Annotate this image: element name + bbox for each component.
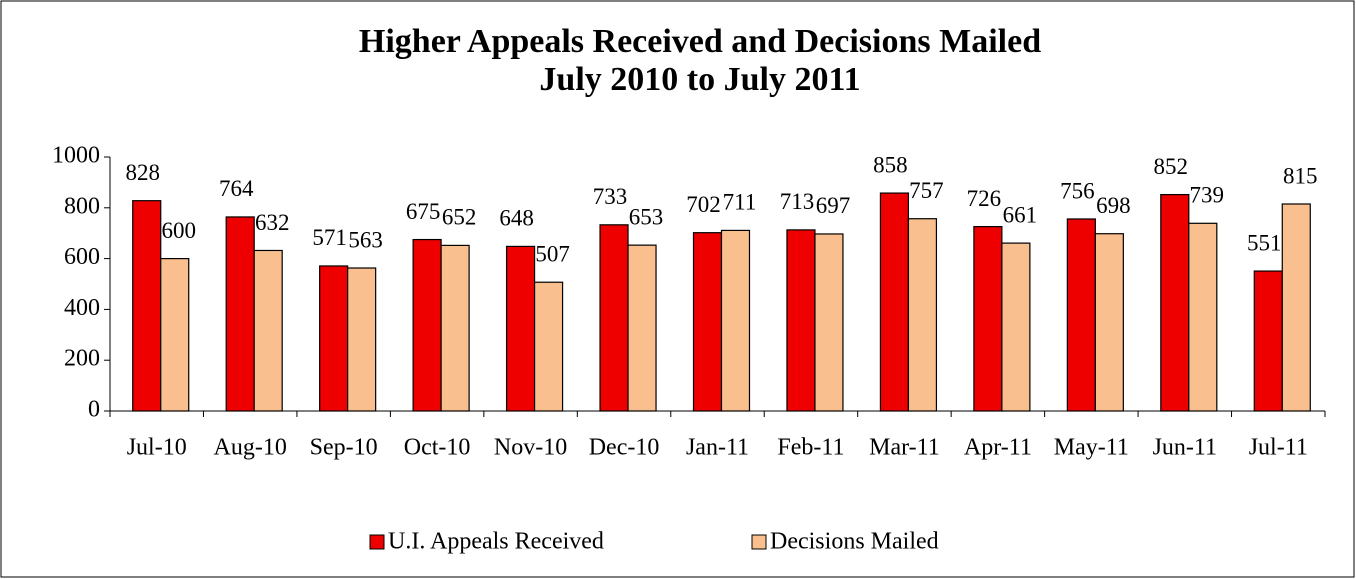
data-label: 652: [442, 205, 477, 230]
y-tick-label: 1000: [52, 143, 100, 169]
data-label: 828: [125, 160, 160, 185]
bar: [786, 229, 816, 412]
bar: [1160, 193, 1190, 412]
legend-swatch: [751, 534, 767, 550]
x-tick-label: Apr-11: [964, 435, 1032, 461]
bar: [347, 267, 377, 412]
data-label: 661: [1003, 202, 1038, 227]
legend-label: Decisions Mailed: [770, 529, 939, 555]
data-label: 675: [406, 199, 441, 224]
x-tick-label: Nov-10: [494, 435, 567, 461]
data-label: 858: [873, 152, 908, 177]
y-tick-label: 600: [64, 244, 100, 270]
data-label: 852: [1154, 154, 1189, 179]
data-label: 764: [219, 176, 254, 201]
bar: [319, 265, 349, 412]
y-tick-label: 400: [64, 295, 100, 321]
data-label: 733: [593, 184, 628, 209]
bar: [533, 281, 564, 412]
data-label: 600: [161, 218, 196, 243]
bar: [225, 216, 255, 412]
bar: [1188, 222, 1218, 412]
data-label: 711: [723, 190, 757, 215]
data-label: 726: [967, 186, 1002, 211]
x-tick-label: Aug-10: [214, 435, 287, 461]
x-tick-label: Mar-11: [869, 435, 940, 461]
data-label: 507: [535, 242, 570, 267]
data-label: 632: [255, 210, 290, 235]
data-label: 702: [686, 192, 721, 217]
data-label: 571: [312, 225, 347, 250]
x-tick-label: Jan-11: [686, 435, 749, 461]
bar: [814, 233, 844, 412]
data-label: 648: [499, 206, 534, 231]
x-tick-label: Jun-11: [1153, 435, 1217, 461]
bar: [1094, 233, 1124, 412]
bar: [1066, 218, 1096, 412]
bar: [1281, 203, 1311, 412]
y-tick-label: 800: [64, 193, 100, 219]
bar: [1001, 242, 1031, 412]
x-tick-label: Dec-10: [589, 435, 660, 461]
bar: [879, 192, 910, 412]
data-label: 653: [629, 204, 664, 229]
data-label: 551: [1247, 230, 1282, 255]
x-tick-label: Sep-10: [310, 435, 378, 461]
bar: [132, 200, 162, 412]
bar: [412, 238, 442, 412]
data-label: 698: [1096, 193, 1131, 218]
bar: [599, 224, 629, 412]
x-tick-label: Feb-11: [777, 435, 844, 461]
bar: [1253, 270, 1283, 412]
bar: [907, 218, 938, 412]
y-tick-label: 0: [88, 397, 100, 423]
legend-swatch: [369, 534, 385, 550]
bar: [720, 229, 751, 412]
bar: [253, 249, 283, 412]
data-label: 697: [816, 193, 851, 218]
data-label: 756: [1060, 178, 1095, 203]
data-label: 713: [780, 189, 815, 214]
chart-subtitle: July 2010 to July 2011: [539, 61, 860, 98]
bar: [627, 244, 657, 412]
data-label: 563: [348, 227, 383, 252]
data-label: 757: [909, 178, 944, 203]
data-label: 739: [1190, 183, 1225, 208]
legend-label: U.I. Appeals Received: [388, 529, 604, 555]
bar: [440, 244, 470, 412]
bar: [973, 225, 1003, 412]
x-tick-label: May-11: [1054, 435, 1129, 461]
bar: [692, 232, 723, 412]
bar: [160, 258, 190, 412]
chart-title: Higher Appeals Received and Decisions Ma…: [359, 23, 1041, 60]
data-label: 815: [1283, 163, 1318, 188]
x-tick-label: Jul-10: [127, 435, 187, 461]
x-tick-label: Oct-10: [404, 435, 471, 461]
bar: [505, 245, 536, 412]
x-tick-label: Jul-11: [1249, 435, 1308, 461]
y-tick-label: 200: [64, 346, 100, 372]
